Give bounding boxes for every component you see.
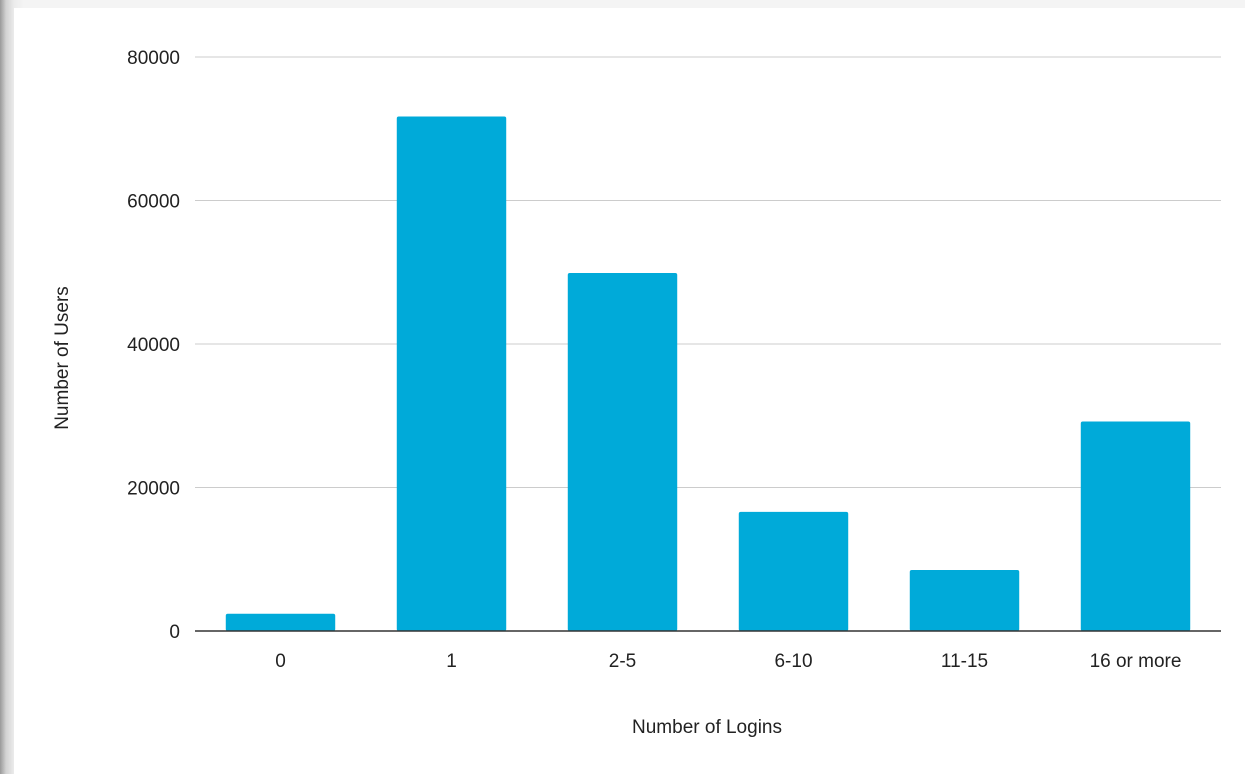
bars xyxy=(225,116,1191,632)
y-tick-label: 60000 xyxy=(127,192,180,213)
bar-0 xyxy=(225,613,336,631)
gridlines xyxy=(195,56,1221,488)
x-tick-labels: 0 1 2-5 6-10 11-15 16 or more xyxy=(275,651,1181,672)
bar-6-10 xyxy=(738,511,849,631)
bar-16-or-more xyxy=(1080,421,1191,631)
y-tick-label: 40000 xyxy=(127,335,180,356)
bar-11-15 xyxy=(909,570,1020,631)
y-tick-label: 20000 xyxy=(127,479,180,500)
x-tick-label: 1 xyxy=(446,651,457,672)
x-tick-label: 11-15 xyxy=(941,651,988,672)
x-axis-title: Number of Logins xyxy=(632,717,782,738)
x-tick-label: 6-10 xyxy=(774,651,812,672)
bar-2-5 xyxy=(567,272,678,631)
x-tick-label: 16 or more xyxy=(1090,651,1182,672)
y-tick-labels: 0 20000 40000 60000 80000 xyxy=(127,48,180,643)
x-tick-label: 2-5 xyxy=(609,651,636,672)
y-axis-title: Number of Users xyxy=(52,286,73,430)
y-tick-label: 0 xyxy=(169,622,180,643)
bar-1 xyxy=(396,116,507,632)
y-tick-label: 80000 xyxy=(127,48,180,69)
x-tick-label: 0 xyxy=(275,651,286,672)
